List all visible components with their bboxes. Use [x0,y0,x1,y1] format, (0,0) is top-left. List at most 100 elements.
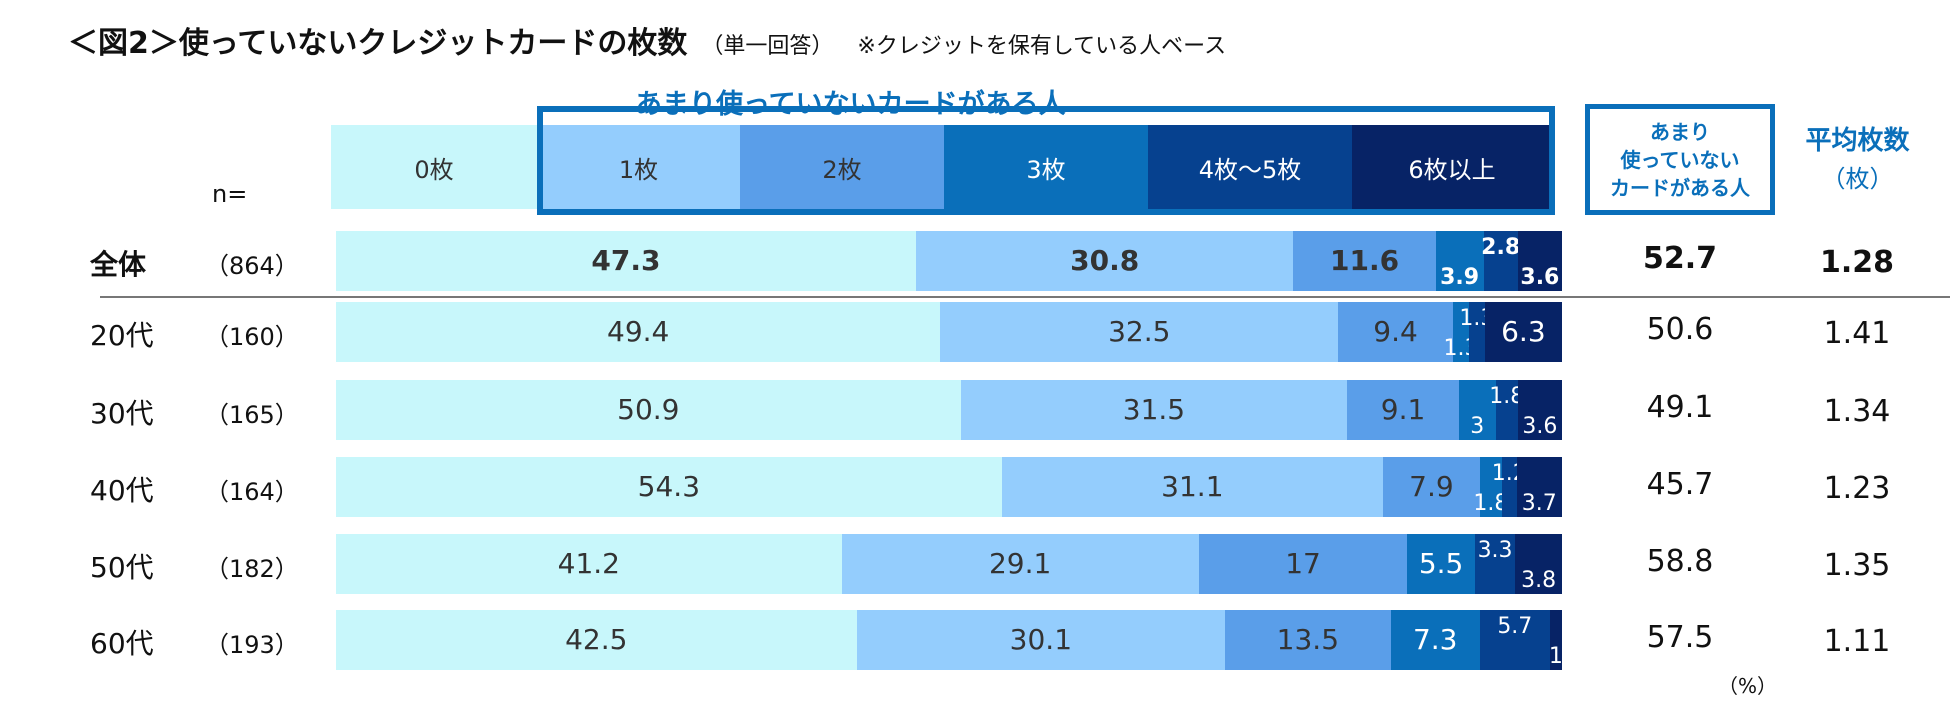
avg-value: 1.11 [1823,624,1891,659]
avg-title: 平均枚数 [1805,126,1910,156]
bar-segment: 3.7 [1516,457,1562,517]
row-label: 50代 [90,551,154,584]
bar-segment: 42.5 [336,610,857,670]
has-unused-header-line: あまり [1650,119,1710,144]
avg-value: 1.23 [1823,471,1891,506]
has-unused-value: 50.6 [1646,312,1714,347]
has-unused-header: あまり 使っていない カードがある人 [1585,104,1775,215]
legend-cell: 2枚 [740,125,944,209]
bar-segment: 3.6 [1517,380,1562,440]
legend-cell: 0枚 [331,125,537,209]
bar-segment: 3.8 [1515,534,1562,594]
segment-label: 31.1 [1161,470,1224,503]
bar-segment: 41.2 [336,534,842,594]
bar-segment: 47.3 [336,231,916,291]
has-unused-header-line: カードがある人 [1610,175,1750,200]
segment-label: 9.4 [1373,315,1418,348]
segment-label: 7.3 [1412,623,1458,656]
bar-segment: 31.5 [960,380,1348,440]
segment-label: 6.3 [1501,315,1546,348]
segment-label: 2.8 [1481,235,1521,260]
bar-segment: 1.3 [1459,302,1494,362]
separator-line [100,296,1950,298]
has-unused-value: 45.7 [1646,467,1714,502]
bar-segment: 30.1 [856,610,1226,670]
segment-label: 5.5 [1418,547,1464,580]
stacked-bar: 50.9 31.5 9.1 3 1.8 3.6 [336,380,1562,440]
title-note: ※クレジットを保有している人ベース [857,34,1227,59]
row-n: （164） [205,478,299,506]
segment-label: 41.2 [557,547,620,580]
segment-label: 3.9 [1440,265,1480,290]
bar-segment: 1.8 [1489,380,1524,440]
bar-segment: 49.4 [336,302,941,362]
segment-label: 1 [1548,644,1563,669]
segment-label: 13.5 [1276,623,1340,656]
bar-segment: 1 [1548,610,1563,670]
segment-label: 1.8 [1473,491,1509,516]
legend-cell: 3枚 [944,125,1148,209]
avg-header: 平均枚数 （枚） [1790,122,1925,198]
unit-label: （%） [1718,674,1778,698]
segment-label: 3 [1470,414,1485,439]
bar-segment: 13.5 [1225,610,1391,670]
bar-segment: 6.3 [1484,302,1562,362]
bar-segment: 2.8 [1481,231,1521,291]
row-n: （165） [205,401,299,429]
segment-label: 9.1 [1380,393,1426,426]
n-label: n= [212,180,248,208]
row-n: （182） [205,555,299,583]
has-unused-header-line: 使っていない [1620,147,1740,172]
bar-segment: 30.8 [915,231,1294,291]
bar-segment: 1.8 [1473,457,1508,517]
stacked-bar: 49.4 32.5 9.4 1.3 1.3 6.3 [336,302,1562,362]
bar-segment: 5.7 [1479,610,1550,670]
legend-cell: 1枚 [537,125,740,209]
bar-segment: 7.3 [1390,610,1480,670]
row-label: 40代 [90,474,154,507]
bar-segment: 3.9 [1435,231,1484,291]
segment-label: 47.3 [591,244,661,277]
bar-segment: 3.6 [1517,231,1562,291]
has-unused-value: 49.1 [1646,390,1714,425]
bar-segment: 5.5 [1407,534,1475,594]
title-sub: （単一回答） [701,34,834,59]
stacked-bar: 47.3 30.8 11.6 3.9 2.8 3.6 [336,231,1562,291]
has-unused-value: 57.5 [1646,620,1714,655]
row-n: （864） [205,252,299,280]
bar-segment: 32.5 [940,302,1339,362]
bar-segment: 9.1 [1347,380,1459,440]
row-label: 60代 [90,627,154,660]
segment-label: 32.5 [1108,315,1171,348]
bar-segment: 1.2 [1492,457,1527,517]
segment-label: 29.1 [988,547,1052,580]
segment-label: 3.3 [1477,538,1513,563]
chart-title: ＜図2＞使っていないクレジットカードの枚数 （単一回答） ※クレジットを保有している… [68,18,1226,62]
has-unused-value: 58.8 [1646,544,1714,579]
bar-segment: 50.9 [336,380,961,440]
segment-label: 3.7 [1521,491,1557,516]
segment-label: 30.1 [1009,623,1073,656]
segment-label: 7.9 [1409,470,1454,503]
bar-segment: 11.6 [1293,231,1436,291]
avg-value: 1.34 [1823,394,1891,429]
stacked-bar: 41.2 29.1 17 5.5 3.3 3.8 [336,534,1562,594]
bar-segment: 9.4 [1338,302,1454,362]
segment-label: 50.9 [617,393,680,426]
bar-segment: 31.1 [1001,457,1383,517]
segment-label: 49.4 [607,315,670,348]
avg-value: 1.35 [1823,548,1891,583]
segment-label: 5.7 [1497,614,1533,639]
title-main: ＜図2＞使っていないクレジットカードの枚数 [68,26,688,61]
segment-label: 11.6 [1330,244,1400,277]
group-label: あまり使っていないカードがある人 [635,89,1066,120]
legend-cell: 6枚以上 [1352,125,1552,209]
segment-label: 31.5 [1122,393,1186,426]
row-n: （193） [205,631,299,659]
stacked-bar: 54.3 31.1 7.9 1.8 1.2 3.7 [336,457,1562,517]
bar-segment: 17 [1198,534,1408,594]
row-label: 30代 [90,397,154,430]
has-unused-value: 52.7 [1642,241,1718,276]
bar-segment: 7.9 [1382,457,1480,517]
group-outline [537,106,1555,215]
